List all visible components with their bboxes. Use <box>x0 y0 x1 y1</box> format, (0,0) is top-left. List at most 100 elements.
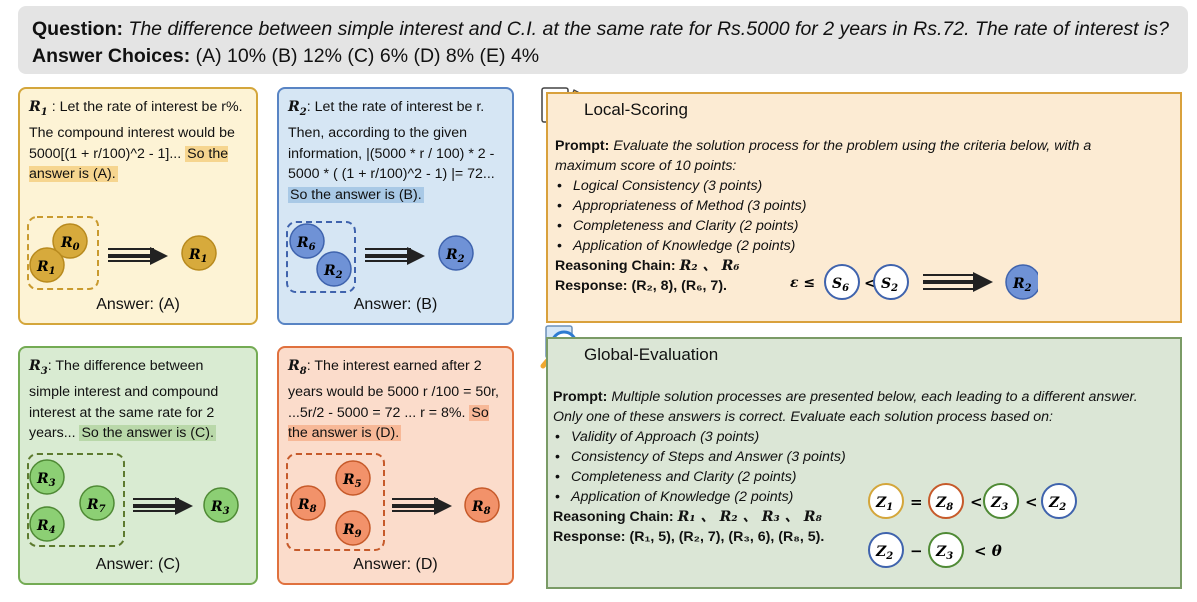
card-label: R8 <box>288 358 307 377</box>
criteria-list: Validity of Approach (3 points) Consiste… <box>553 427 1138 507</box>
epsilon-leq: ε ≤ <box>790 275 815 291</box>
answer-label: Answer: (A) <box>96 295 180 313</box>
node-r7-label: R7 <box>86 497 106 515</box>
answer-highlight: So the answer is (B). <box>288 186 424 203</box>
result-node <box>464 487 500 523</box>
answer-label: Answer: (D) <box>353 555 438 573</box>
answer-highlight: So the answer is (C). <box>79 425 216 442</box>
answer-label: Answer: (B) <box>353 295 438 313</box>
criteria-item: Logical Consistency (3 points) <box>555 176 1091 196</box>
card-text: R3: The difference between simple intere… <box>29 358 219 442</box>
node-r6-label: R6 <box>296 235 316 253</box>
svg-text:< θ: < θ <box>974 542 1002 560</box>
chain-label: Reasoning Chain: <box>553 509 674 525</box>
node-r6 <box>289 223 325 259</box>
cluster-diagram: R6 R2 R2 <box>286 221 474 293</box>
node-r2-label: R2 <box>323 263 343 281</box>
prompt-label: Prompt: <box>555 138 610 154</box>
result-node-label: R1 <box>188 247 208 265</box>
svg-text:S2: S2 <box>881 276 898 294</box>
choices-label: Answer Choices: <box>32 45 191 67</box>
z1-node <box>868 483 904 519</box>
cluster-diagram: R3 R7 R4 R3 <box>27 453 239 547</box>
card-label: R2 <box>288 99 307 118</box>
svg-text:<: < <box>1025 493 1038 511</box>
local-formula: ε ≤ S6 < S2 R2 <box>790 264 1038 300</box>
svg-text:−: − <box>910 542 923 560</box>
global-prompt-block: Prompt: Multiple solution processes are … <box>553 387 1138 547</box>
local-scoring-panel: Local-Scoring Prompt: Evaluate the solut… <box>546 92 1182 323</box>
prompt-text: Multiple solution processes are presente… <box>611 389 1138 405</box>
criteria-item: Appropriateness of Method (3 points) <box>555 196 1091 216</box>
global-evaluation-title: Global-Evaluation <box>584 345 719 364</box>
prompt-text: Evaluate the solution process for the pr… <box>613 138 1092 154</box>
card-text: R2: Let the rate of interest be r. Then,… <box>288 99 495 203</box>
node-r1 <box>29 247 65 283</box>
result-node <box>203 487 239 523</box>
cluster-diagram: R5 R8 R9 R8 <box>286 453 500 551</box>
chain-label: Reasoning Chain: <box>555 258 676 274</box>
prompt-label: Prompt: <box>553 389 608 405</box>
question-line: Question: The difference between simple … <box>32 16 1174 43</box>
z2-node <box>1041 483 1077 519</box>
score-node-s2 <box>873 264 909 300</box>
result-node-label: R2 <box>445 247 465 265</box>
node-r0-label: R0 <box>60 235 80 253</box>
node-r1-label: R1 <box>36 259 56 277</box>
criteria-list: Logical Consistency (3 points) Appropria… <box>555 176 1091 256</box>
node-r8-label: R8 <box>297 497 317 515</box>
question-text: The difference between simple interest a… <box>128 18 1169 40</box>
card-text: R8: The interest earned after 2 years wo… <box>288 358 499 442</box>
reasoning-card-r1: R1 : Let the rate of interest be r%. The… <box>18 87 258 325</box>
response-label: Response: <box>555 278 628 294</box>
node-r2 <box>316 251 352 287</box>
question-label: Question: <box>32 18 123 40</box>
local-prompt-block: Prompt: Evaluate the solution process fo… <box>555 136 1091 296</box>
answer-label: Answer: (C) <box>95 555 181 573</box>
global-evaluation-panel: Global-Evaluation Prompt: Multiple solut… <box>546 337 1182 589</box>
card-label: R1 <box>29 99 48 118</box>
node-r4 <box>29 506 65 542</box>
node-r9-label: R9 <box>342 522 362 540</box>
score-node-s6 <box>824 264 860 300</box>
response-value: (R₂, 8), (R₆, 7). <box>631 278 727 294</box>
local-scoring-title: Local-Scoring <box>584 100 688 119</box>
cluster-box <box>27 216 99 290</box>
choices-text: (A) 10% (B) 12% (C) 6% (D) 8% (E) 4% <box>195 45 540 67</box>
svg-text:=: = <box>910 493 923 511</box>
cluster-diagram: R0 R1 R1 <box>27 216 217 290</box>
reasoning-card-r2: R2: Let the rate of interest be r. Then,… <box>277 87 514 325</box>
cluster-box <box>286 221 356 293</box>
reasoning-card-r3: R3: The difference between simple intere… <box>18 346 258 585</box>
node-r9 <box>335 510 371 546</box>
criteria-item: Application of Knowledge (2 points) <box>555 236 1091 256</box>
node-r4-label: R4 <box>36 518 56 536</box>
cluster-box <box>286 453 385 551</box>
z3-node-diff <box>928 532 964 568</box>
chain-value: R₂ 、 R₆ <box>679 258 740 274</box>
svg-text:S6: S6 <box>832 276 849 294</box>
node-r8 <box>290 485 326 521</box>
question-bar: Question: The difference between simple … <box>18 6 1188 74</box>
result-node-label: R8 <box>471 499 491 517</box>
criteria-item: Validity of Approach (3 points) <box>553 427 1138 447</box>
node-r3 <box>29 459 65 495</box>
criteria-item: Application of Knowledge (2 points) <box>553 487 1138 507</box>
z8-node <box>928 483 964 519</box>
card-text: R1 : Let the rate of interest be r%. The… <box>29 99 243 183</box>
chain-value: R₁ 、 R₂ 、 R₃ 、 R₈ <box>677 509 822 525</box>
answer-choices-line: Answer Choices: (A) 10% (B) 12% (C) 6% (… <box>32 43 1174 70</box>
response-value: (R₁, 5), (R₂, 7), (R₃, 6), (R₈, 5). <box>629 529 825 545</box>
criteria-item: Consistency of Steps and Answer (3 point… <box>553 447 1138 467</box>
svg-text:R2: R2 <box>1012 276 1032 294</box>
node-r0 <box>52 223 88 259</box>
result-node <box>181 235 217 271</box>
svg-text:<: < <box>970 493 983 511</box>
prompt-text-cont: Only one of these answers is correct. Ev… <box>553 409 1053 425</box>
result-node-label: R3 <box>210 499 230 517</box>
reasoning-card-r8: R8: The interest earned after 2 years wo… <box>277 346 514 585</box>
node-r5-label: R5 <box>342 472 362 490</box>
criteria-item: Completeness and Clarity (2 points) <box>553 467 1138 487</box>
result-node <box>438 235 474 271</box>
global-formula: Z1 = Z8 < Z3 < Z2 Z2 − Z3 < θ <box>868 483 1077 568</box>
